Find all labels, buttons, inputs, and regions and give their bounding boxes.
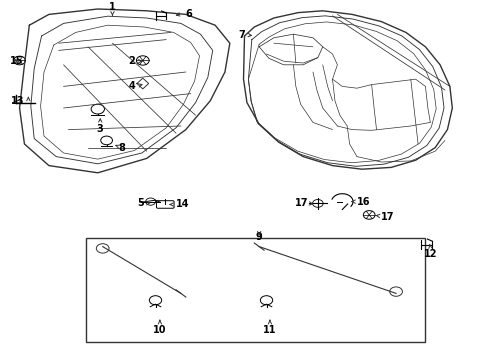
Text: 14: 14 [176, 199, 189, 210]
Text: 3: 3 [97, 124, 103, 134]
Text: 12: 12 [423, 249, 436, 259]
Text: 8: 8 [118, 143, 125, 153]
Text: 17: 17 [381, 212, 394, 222]
Text: 15: 15 [10, 56, 23, 66]
Text: 5: 5 [137, 198, 144, 208]
Text: 11: 11 [263, 325, 276, 335]
Text: 16: 16 [356, 197, 370, 207]
Bar [85, 238, 425, 342]
Text: 4: 4 [128, 81, 135, 91]
Text: 7: 7 [238, 30, 245, 40]
Text: 17: 17 [294, 198, 307, 208]
Text: 2: 2 [128, 56, 135, 66]
Text: 13: 13 [11, 96, 25, 106]
Text: 10: 10 [153, 325, 166, 335]
Text: 1: 1 [109, 2, 116, 12]
Text: 6: 6 [185, 9, 192, 19]
Text: 9: 9 [255, 232, 262, 242]
